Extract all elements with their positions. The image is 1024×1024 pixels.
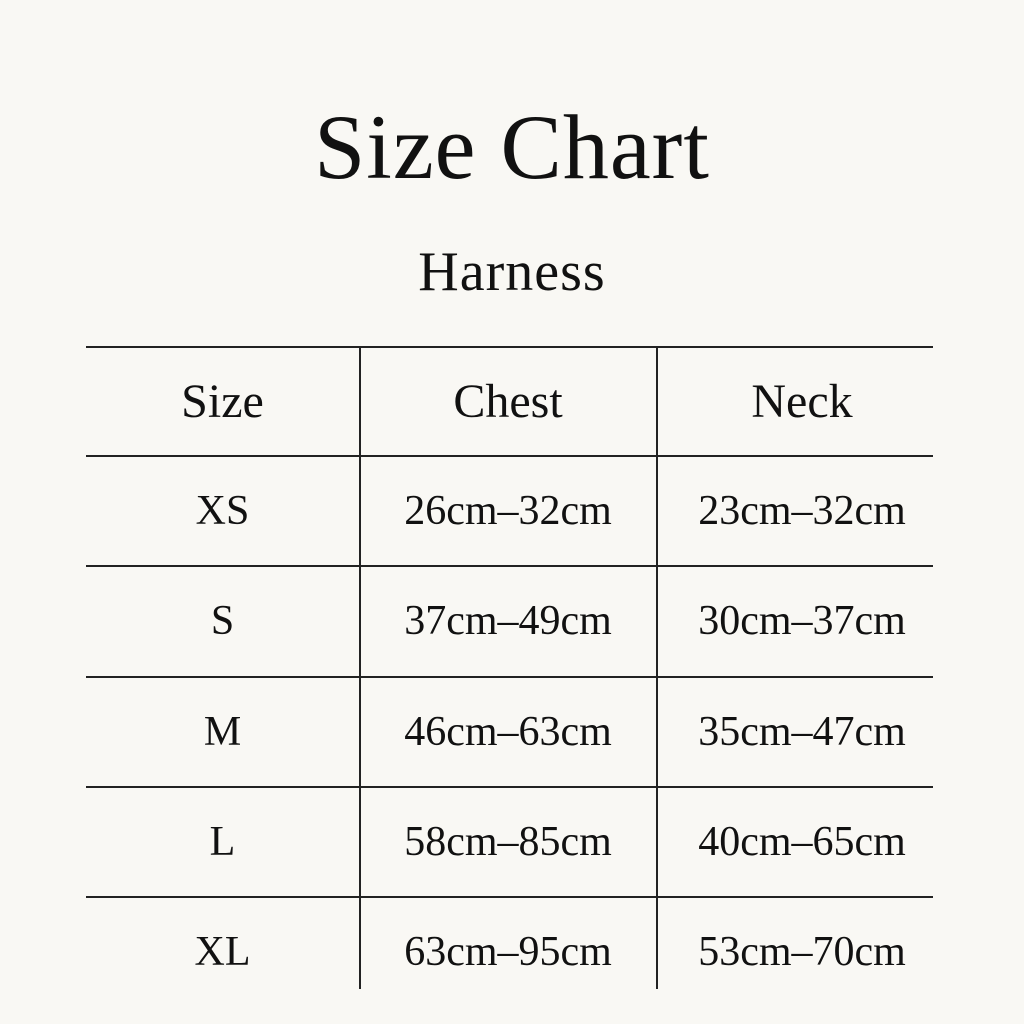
cell-neck: 40cm–65cm	[698, 818, 906, 865]
cell-neck: 35cm–47cm	[698, 708, 906, 755]
column-divider	[656, 346, 658, 989]
header-chest: Chest	[453, 374, 563, 428]
table-divider	[86, 346, 933, 348]
column-divider	[359, 346, 361, 989]
header-size: Size	[181, 374, 264, 428]
table-divider	[86, 455, 933, 457]
table-divider	[86, 896, 933, 898]
cell-size: L	[209, 818, 236, 865]
cell-neck: 23cm–32cm	[698, 487, 906, 534]
table-divider	[86, 676, 933, 678]
cell-neck: 30cm–37cm	[698, 598, 906, 644]
table-divider	[86, 786, 933, 788]
table-divider	[86, 565, 933, 567]
cell-chest: 46cm–63cm	[404, 708, 612, 755]
cell-chest: 37cm–49cm	[404, 598, 612, 644]
cell-chest: 58cm–85cm	[404, 818, 612, 865]
header-neck: Neck	[751, 374, 853, 428]
cell-neck: 53cm–70cm	[698, 928, 906, 975]
page-title: Size Chart	[314, 96, 710, 198]
page-subtitle: Harness	[418, 241, 606, 303]
cell-size: S	[210, 598, 235, 644]
cell-size: XS	[195, 487, 250, 534]
cell-size: XL	[194, 928, 251, 975]
cell-size: M	[203, 708, 242, 755]
cell-chest: 63cm–95cm	[404, 928, 612, 975]
cell-chest: 26cm–32cm	[404, 487, 612, 534]
